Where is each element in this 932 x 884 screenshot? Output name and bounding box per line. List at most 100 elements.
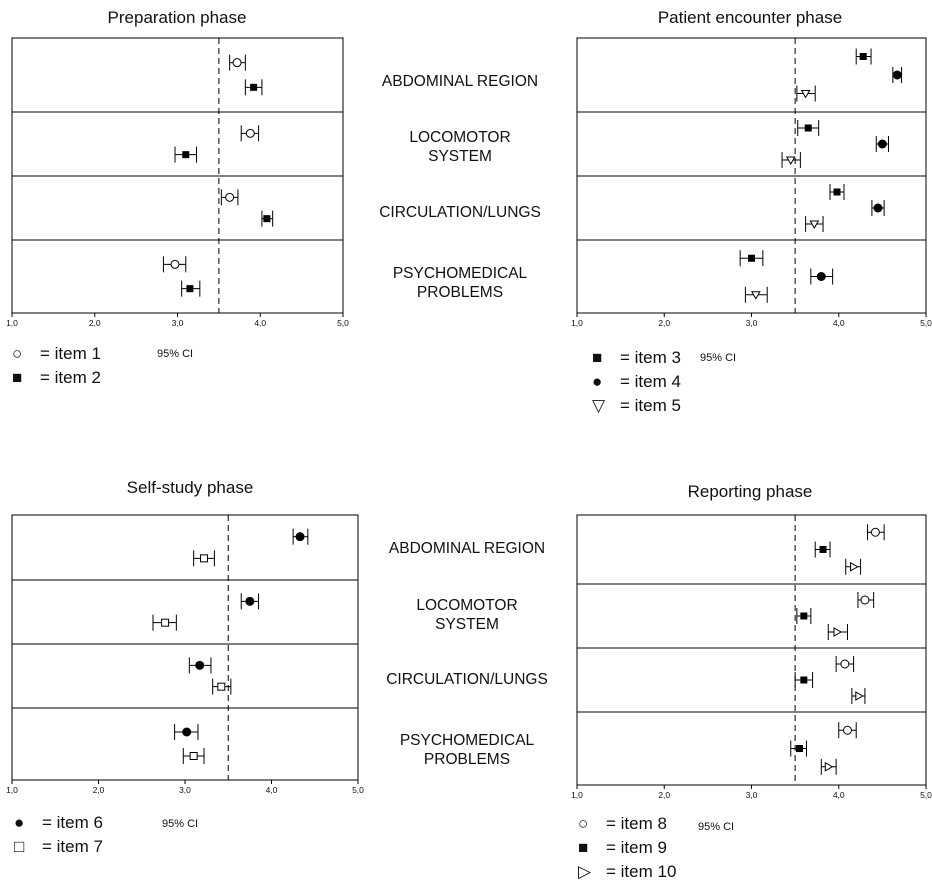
legend-entry: ● = item 4 [592, 370, 681, 394]
legend-patient-encounter: ■ = item 3 ● = item 4 ▽ = item 5 [592, 346, 681, 418]
data-point [250, 83, 258, 91]
data-point [245, 596, 255, 606]
legend-label: = item 7 [42, 837, 103, 856]
legend-entry: ○ = item 8 [578, 812, 676, 836]
data-point [170, 259, 180, 269]
plot-panel-3: 1,0 2,0 3,0 4,0 5,0 [571, 514, 932, 800]
category-label-locomotor-bottom: LOCOMOTOR SYSTEM [416, 597, 518, 633]
category-label-circulation-bottom: CIRCULATION/LUNGS [386, 671, 548, 688]
data-point [859, 53, 867, 60]
data-point [200, 554, 209, 563]
x-tick-label: 4,0 [266, 785, 278, 795]
legend-entry: ■ = item 9 [578, 836, 676, 860]
open-circle-icon: ○ [578, 814, 589, 833]
data-point [245, 128, 255, 138]
x-tick-label: 4,0 [833, 318, 845, 328]
legend-preparation: ○ = item 1 ■ = item 2 [12, 342, 101, 390]
category-label-circulation-top: CIRCULATION/LUNGS [379, 204, 541, 221]
data-point [785, 156, 796, 166]
x-tick-label: 3,0 [746, 318, 758, 328]
x-tick-label: 3,0 [179, 785, 191, 795]
data-point [892, 70, 902, 80]
legend-label: = item 9 [606, 838, 667, 857]
x-tick-label: 5,0 [352, 785, 364, 795]
x-tick-label: 2,0 [658, 790, 670, 800]
data-point [833, 627, 843, 637]
data-point [751, 291, 761, 300]
x-tick-label: 5,0 [920, 318, 932, 328]
legend-label: = item 1 [40, 344, 101, 363]
legend-label: = item 5 [620, 396, 681, 415]
data-point [263, 215, 271, 223]
data-point [842, 725, 852, 735]
category-label-psychomedical-bottom: PSYCHOMEDICAL PROBLEMS [399, 732, 535, 768]
legend-self-study: ● = item 6 □ = item 7 [14, 811, 103, 859]
data-point [873, 203, 883, 213]
data-point [877, 139, 887, 149]
data-point [195, 660, 205, 670]
data-point [182, 151, 190, 159]
open-triangle-down-icon: ▽ [592, 396, 606, 415]
legend-label: = item 8 [606, 814, 667, 833]
legend-entry: ■ = item 3 [592, 346, 681, 370]
ci-note-preparation: 95% CI [157, 348, 194, 360]
x-tick-label: 1,0 [6, 318, 18, 328]
x-tick-label: 4,0 [254, 318, 266, 328]
data-point [225, 192, 235, 202]
category-label-abdominal-bottom: ABDOMINAL REGION [388, 540, 546, 557]
filled-circle-icon: ● [14, 813, 25, 832]
x-tick-label: 2,0 [658, 318, 670, 328]
data-point [795, 745, 803, 752]
legend-entry: □ = item 7 [14, 835, 103, 859]
data-point [800, 612, 808, 620]
plot-frame [11, 514, 359, 781]
x-tick-label: 2,0 [89, 318, 101, 328]
legend-label: = item 10 [606, 862, 677, 881]
x-tick-label: 3,0 [172, 318, 184, 328]
x-tick-label: 4,0 [833, 790, 845, 800]
filled-square-icon: ■ [12, 368, 23, 387]
legend-entry: ○ = item 1 [12, 342, 101, 366]
data-point [819, 546, 827, 553]
x-tick-label: 3,0 [746, 790, 758, 800]
data-point [833, 188, 841, 196]
ci-note-patient-encounter: 95% CI [700, 352, 737, 364]
legend-entry: ▷ = item 10 [578, 860, 676, 884]
legend-label: = item 2 [40, 368, 101, 387]
legend-entry: ● = item 6 [14, 811, 103, 835]
data-point [824, 761, 834, 772]
legend-label: = item 3 [620, 348, 681, 367]
open-circle-icon: ○ [12, 344, 23, 363]
data-point [850, 561, 859, 572]
data-point [186, 285, 194, 293]
data-point [804, 124, 812, 132]
data-point [182, 727, 192, 737]
plot-panel-2: 1,0 2,0 3,0 4,0 5,0 [6, 514, 364, 795]
legend-entry: ■ = item 2 [12, 366, 101, 390]
x-tick-label: 5,0 [337, 318, 349, 328]
filled-square-icon: ■ [578, 838, 589, 857]
data-point [232, 58, 242, 68]
ci-note-self-study: 95% CI [162, 818, 199, 830]
open-square-icon: □ [14, 837, 25, 856]
plot-panel-1: 1,0 2,0 3,0 4,0 5,0 [571, 37, 932, 328]
data-point [860, 595, 870, 605]
data-point [161, 618, 170, 627]
chart-title-reporting: Reporting phase [687, 482, 813, 501]
x-tick-label: 1,0 [571, 790, 583, 800]
ci-note-reporting: 95% CI [698, 821, 735, 833]
chart-title-patient-encounter: Patient encounter phase [657, 8, 843, 27]
legend-reporting: ○ = item 8 ■ = item 9 ▷ = item 10 [578, 812, 676, 884]
data-point [800, 676, 808, 684]
x-tick-label: 1,0 [571, 318, 583, 328]
category-label-locomotor-top: LOCOMOTOR SYSTEM [409, 129, 511, 165]
plot-frame [576, 514, 927, 786]
data-point [295, 532, 305, 542]
data-point [217, 682, 226, 691]
filled-square-icon: ■ [592, 348, 603, 367]
plot-panel-0: 1,0 2,0 3,0 4,0 5,0 [6, 37, 349, 328]
x-tick-label: 1,0 [6, 785, 18, 795]
data-point [189, 752, 198, 760]
data-point [840, 659, 850, 669]
